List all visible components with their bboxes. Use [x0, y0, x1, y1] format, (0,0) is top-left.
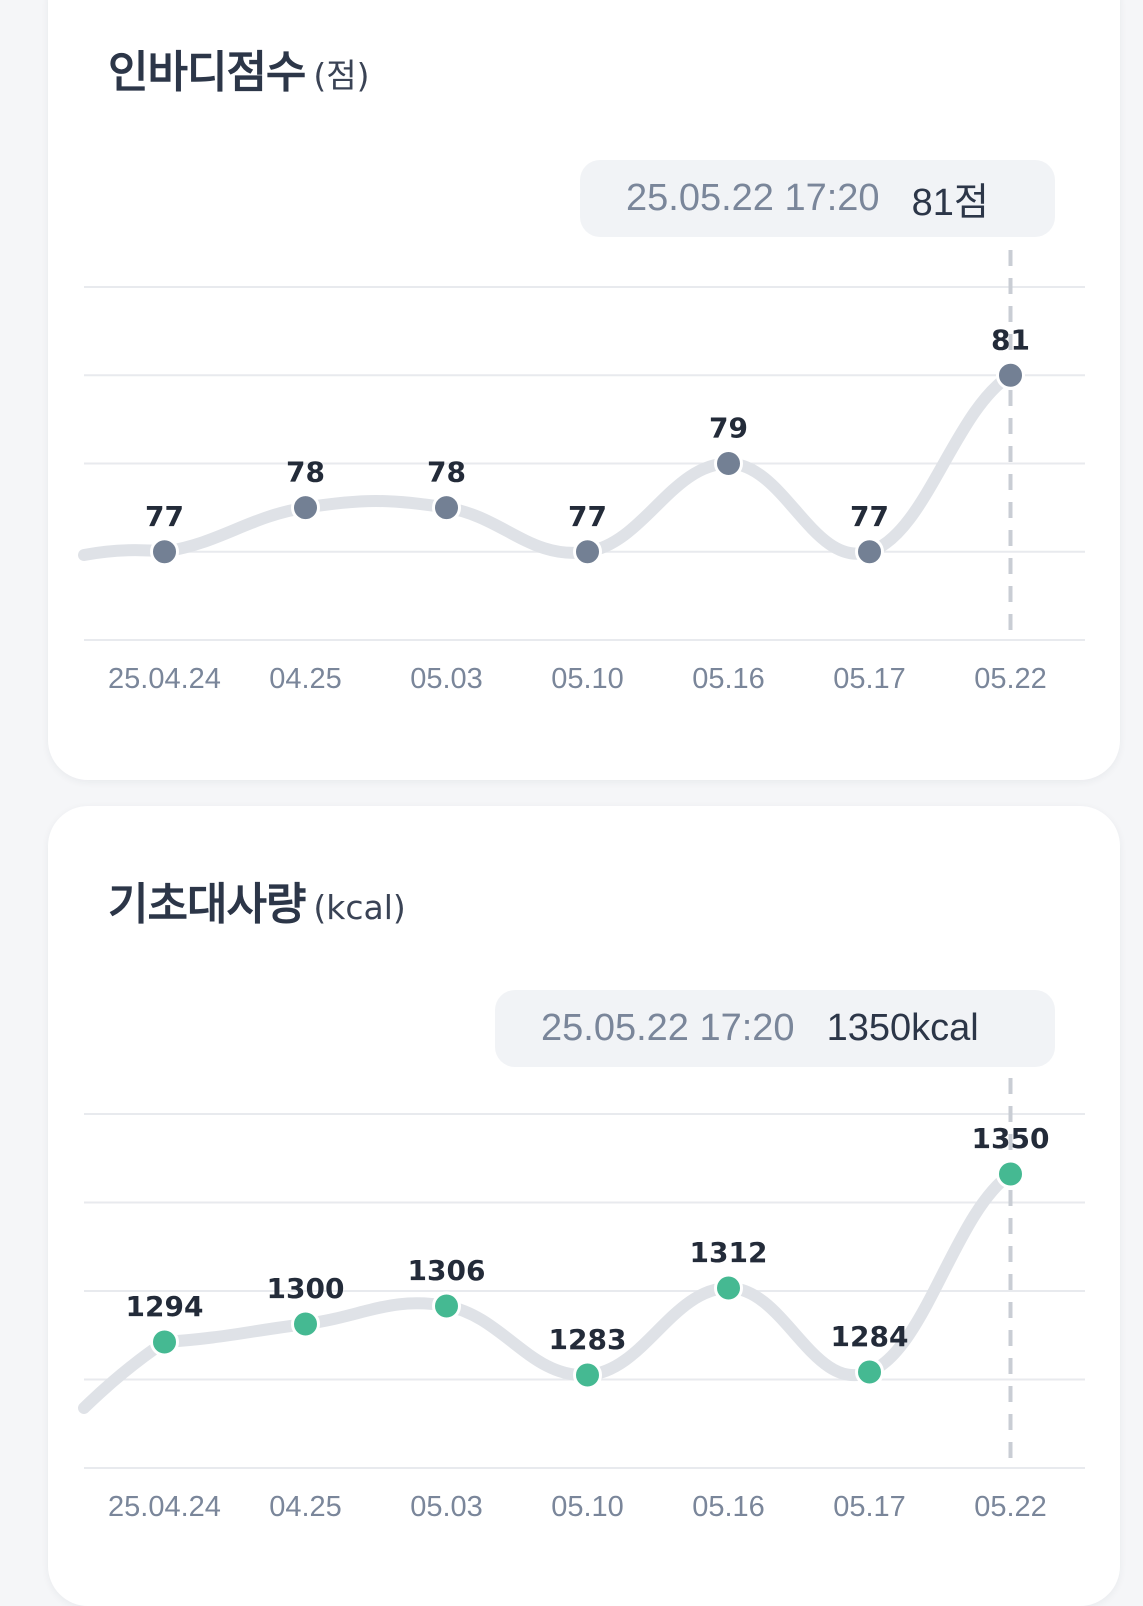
data-point — [573, 1360, 602, 1390]
data-label: 1284 — [831, 1320, 909, 1353]
data-label: 1300 — [267, 1272, 345, 1305]
x-tick-label: 05.16 — [692, 663, 765, 695]
x-tick-label: 05.03 — [410, 1491, 483, 1523]
tooltip-value: 1350kcal — [826, 1007, 979, 1049]
x-tick-label: 05.17 — [833, 1491, 906, 1523]
data-label: 1312 — [690, 1236, 768, 1269]
data-point — [150, 1327, 179, 1357]
inbody-score-card: 인바디점수 (점) 25.05.22 17:20 81점 77 78 78 77 79 7… — [48, 0, 1120, 780]
x-tick-label: 04.25 — [269, 663, 342, 695]
data-point — [432, 493, 461, 523]
tooltip-value: 81점 — [911, 182, 989, 224]
card-title-row: 인바디점수 (점) — [108, 36, 370, 100]
card-unit: (kcal) — [313, 888, 406, 927]
data-point — [714, 449, 743, 478]
card-title-row: 기초대사량 (kcal) — [108, 868, 406, 932]
bmr-card: 기초대사량 (kcal) 25.05.22 17:20 1350kcal 129… — [48, 806, 1120, 1606]
selected-point-tooltip: 25.05.22 17:20 81점 — [580, 160, 1055, 237]
data-point — [573, 537, 602, 567]
x-tick-label: 05.22 — [974, 1491, 1047, 1523]
x-tick-label: 05.16 — [692, 1491, 765, 1523]
data-point — [714, 1273, 743, 1303]
x-tick-label: 25.04.24 — [108, 1491, 221, 1523]
x-tick-label: 05.17 — [833, 663, 906, 695]
card-title: 기초대사량 — [108, 879, 306, 930]
data-label: 78 — [427, 456, 466, 489]
data-point — [855, 537, 884, 567]
data-point — [150, 537, 179, 567]
data-label: 1283 — [549, 1323, 627, 1356]
data-point — [432, 1291, 461, 1321]
selected-point-tooltip: 25.05.22 17:20 1350kcal — [495, 990, 1055, 1067]
x-tick-label: 05.03 — [410, 663, 483, 695]
x-tick-label: 04.25 — [269, 1491, 342, 1523]
card-unit: (점) — [313, 56, 370, 95]
x-tick-label: 05.22 — [974, 663, 1047, 695]
data-label: 1294 — [126, 1290, 204, 1323]
card-title: 인바디점수 — [108, 47, 306, 98]
x-tick-label: 25.04.24 — [108, 663, 221, 695]
data-label: 78 — [286, 456, 325, 489]
tooltip-date: 25.05.22 17:20 — [541, 1007, 795, 1049]
data-label: 1350 — [972, 1122, 1050, 1155]
inbody-score-chart[interactable]: 77 78 78 77 79 77 81 25.04.24 04.25 05.03 05.10 05.… — [48, 0, 1120, 720]
x-tick-label: 05.10 — [551, 663, 624, 695]
data-label: 1306 — [408, 1254, 486, 1287]
data-point — [291, 493, 320, 523]
bmr-chart[interactable]: 1294 1300 1306 1283 1312 1284 1350 25.04.24 04.2… — [48, 806, 1120, 1552]
data-point — [855, 1357, 884, 1387]
tooltip-date: 25.05.22 17:20 — [626, 177, 880, 219]
x-tick-label: 05.10 — [551, 1491, 624, 1523]
data-point — [291, 1309, 320, 1339]
data-point — [996, 360, 1025, 390]
data-label: 77 — [850, 500, 889, 533]
data-label: 77 — [568, 500, 607, 533]
data-point — [996, 1159, 1025, 1189]
data-label: 79 — [709, 412, 748, 445]
data-label: 81 — [991, 323, 1030, 356]
data-label: 77 — [145, 500, 184, 533]
